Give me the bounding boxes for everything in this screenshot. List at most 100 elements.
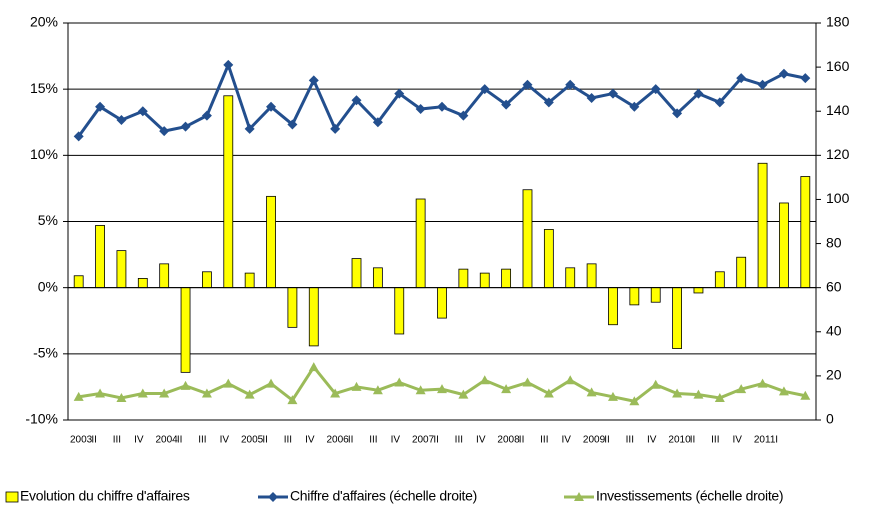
bar [437,287,447,319]
bar [351,258,362,289]
data-point [800,390,811,400]
y-tick-label: 5% [38,212,58,228]
bar [608,287,618,326]
x-tick-label: IV [476,435,486,446]
y-tick-label: 20% [30,14,58,30]
bar [95,225,105,289]
data-point [650,379,661,389]
data-point [266,101,277,112]
data-point [629,101,640,112]
data-point [308,75,319,86]
data-point [501,99,512,110]
data-point [565,375,576,385]
x-tick-label: IV [134,435,144,446]
legend-marker [268,492,278,502]
x-tick-label: II [91,435,97,446]
data-point [714,392,725,402]
legend-label: Investissements (échelle droite) [596,488,783,504]
x-tick-label: 2005 [241,435,264,446]
x-tick-label: III [113,435,121,446]
x-tick-label: II [519,435,525,446]
x-tick-label: IV [647,435,657,446]
data-point [458,110,469,121]
y2-tick-label: 140 [826,102,850,118]
data-point [672,388,683,398]
data-point [266,378,277,388]
x-tick-label: II [262,435,268,446]
y-tick-label: 10% [30,146,58,162]
bar [308,287,319,347]
x-tick-label: 2006 [326,435,349,446]
y-tick-label: -10% [25,411,58,427]
data-point [586,387,597,397]
data-point [501,384,512,394]
data-point [351,381,362,391]
y2-tick-label: 0 [826,411,834,427]
x-tick-label: II [604,435,610,446]
x-tick-label: 2004 [155,435,178,446]
bar [73,275,84,289]
y-tick-label: 15% [30,80,58,96]
data-point [287,395,298,405]
x-tick-label: IV [220,435,230,446]
bar [266,195,276,289]
data-point [778,68,789,79]
data-point [95,101,106,112]
bar [736,256,747,289]
bar [244,272,255,289]
data-point [330,123,341,134]
data-point [308,362,319,372]
data-point [693,389,704,399]
bar [479,272,490,289]
y2-tick-label: 20 [826,367,842,383]
data-point [73,391,84,401]
data-point [223,378,234,388]
bar [543,229,554,289]
data-point [479,375,490,385]
data-point [607,88,618,99]
bar [586,263,597,289]
data-point [415,385,426,395]
data-point [330,388,341,398]
data-point [607,391,618,401]
data-point [137,388,148,398]
x-tick-label: I [775,435,778,446]
data-point [629,396,640,406]
data-point [244,123,255,134]
data-point [415,104,426,115]
legend-swatch [5,491,19,503]
bar [522,189,533,289]
data-point [693,88,704,99]
data-point [116,115,127,126]
data-point [757,378,768,388]
x-tick-label: IV [733,435,743,446]
legend-label: Chiffre d'affaires (échelle droite) [290,488,477,504]
x-tick-label: III [455,435,463,446]
bar [757,162,768,289]
bar [223,95,234,289]
x-tick-label: II [690,435,696,446]
data-point [714,97,725,108]
data-point [522,377,533,387]
data-point [437,101,447,112]
data-point [800,73,811,84]
bar [650,287,661,303]
bar [202,271,212,289]
data-point [736,73,747,84]
x-tick-label: 2010 [668,435,691,446]
bar [372,267,383,289]
data-point [672,108,683,119]
data-point [244,389,255,399]
data-point [650,84,661,95]
bar [693,287,704,294]
x-tick-label: II [433,435,439,446]
bar [714,271,725,289]
data-point [757,79,768,90]
data-point [201,110,212,121]
y2-tick-label: 100 [826,190,850,206]
bar [394,287,405,335]
x-tick-label: III [626,435,634,446]
y-tick-label: -5% [33,345,58,361]
x-tick-label: III [540,435,548,446]
